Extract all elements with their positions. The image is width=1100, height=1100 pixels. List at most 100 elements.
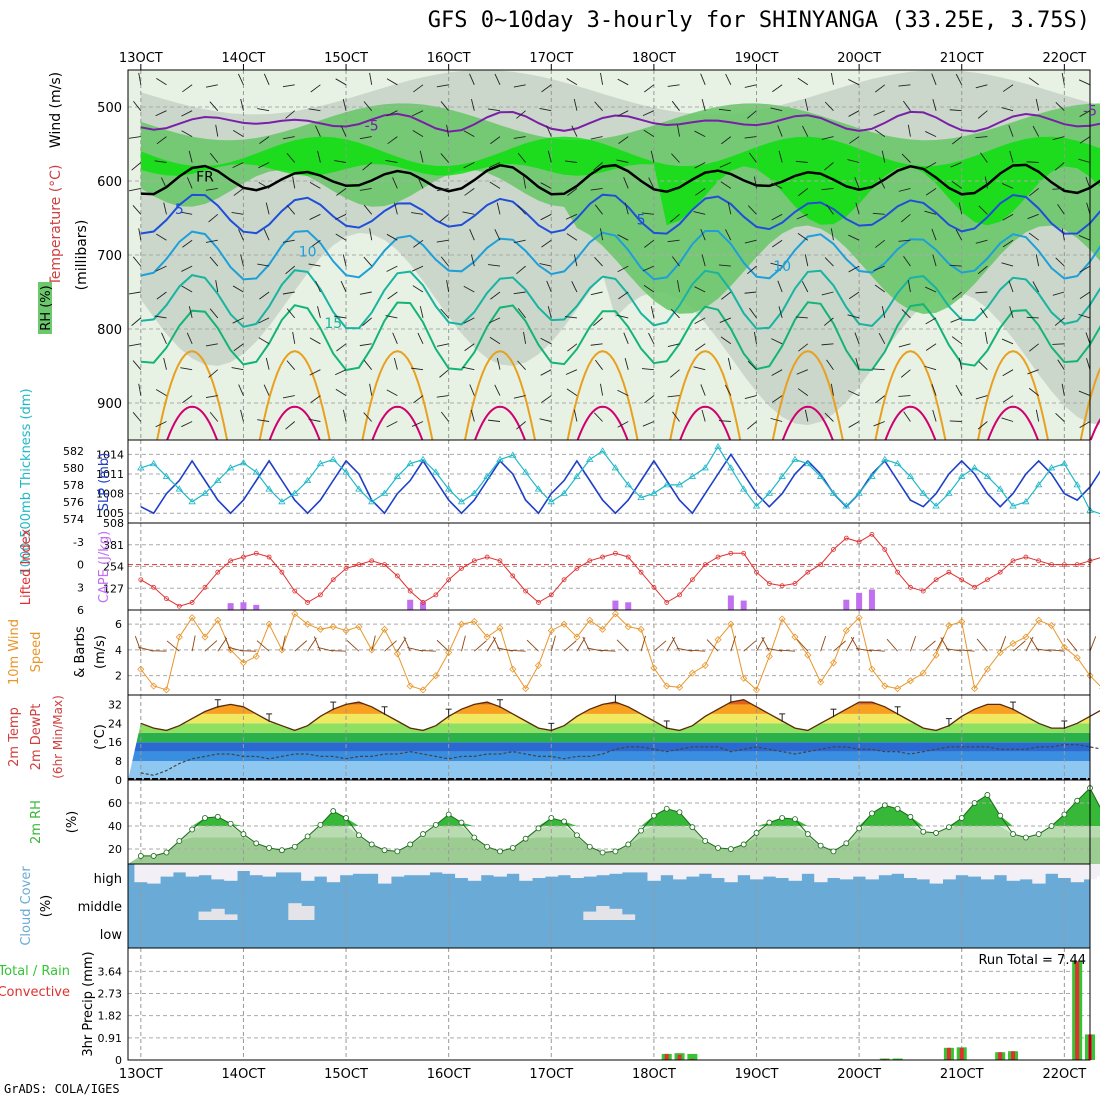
wind-barb [394, 202, 398, 215]
precip-convective-bar [959, 1047, 964, 1060]
cloud-clear-cell [1006, 864, 1020, 881]
cloud-clear-cell [185, 864, 200, 877]
thickness-marker [996, 485, 1004, 492]
isotherm-warm-loop [781, 405, 834, 441]
li-marker [459, 565, 464, 571]
wind-barb [594, 101, 603, 111]
rh2m-marker [753, 830, 760, 836]
wind-barb [932, 409, 937, 422]
data-layer [128, 72, 1100, 1060]
wind-barb [286, 360, 296, 370]
wind-barb [824, 257, 834, 267]
cloud-label: Cloud Cover [19, 866, 34, 946]
wind-barb [667, 239, 680, 243]
li-marker [1074, 562, 1080, 568]
thickness-marker [265, 485, 273, 492]
wind10-barb [281, 635, 286, 652]
wind10-barb [833, 640, 846, 652]
rh2m-marker [1035, 831, 1042, 837]
wind-barb [292, 331, 296, 344]
wind-barb [600, 383, 604, 396]
wind-barb [1001, 262, 1014, 267]
wind-barb [1061, 72, 1065, 85]
wind-barb [1001, 338, 1014, 345]
thickness-marker [1047, 464, 1056, 471]
cape-bar [407, 599, 414, 610]
wind-barb [463, 162, 475, 169]
li-marker [138, 577, 144, 583]
wind-barb [826, 204, 834, 215]
li-marker [972, 584, 977, 590]
wind-barb [359, 343, 372, 347]
wind-barb [804, 409, 809, 422]
thickness-marker [714, 442, 722, 450]
grid-layer [128, 70, 1090, 1061]
precip-convective-bar [946, 1047, 951, 1060]
li-marker [908, 584, 913, 590]
rh2m-label: 2m RH [29, 800, 44, 844]
rh2m-marker [779, 815, 786, 821]
wind-barb [821, 291, 834, 296]
li-marker [446, 577, 452, 583]
cape-bar [612, 600, 619, 610]
wind-barb [258, 337, 270, 345]
wind-barb [513, 291, 526, 295]
wind-barb [795, 160, 808, 163]
wind-barb [848, 291, 860, 300]
wind-barb [155, 110, 167, 117]
rh2m-marker [266, 844, 272, 851]
wind-marker [162, 686, 171, 694]
wind-barb [617, 234, 629, 241]
wind-marker [714, 636, 722, 644]
rh2m-marker [202, 815, 208, 821]
wind-barb [387, 136, 398, 145]
li-marker [805, 569, 811, 575]
wind-barb [1054, 317, 1065, 326]
wind-barb [744, 84, 757, 88]
wind-barb [624, 357, 629, 370]
wind-barb [642, 265, 655, 272]
wind10-barb [910, 635, 917, 652]
text-layer: 13OCT 13OCT 14OCT 14OCT 15OCT 15OCT 16OCT 16OCT… [0, 51, 1097, 1082]
temp-tick-label: 16 [108, 736, 122, 749]
wind-barb [292, 176, 296, 189]
thickness-marker [919, 489, 927, 496]
wind-barb [1032, 125, 1040, 137]
wind-barb [898, 239, 911, 242]
wind10-barb [550, 635, 556, 652]
cloud-clear-cell [506, 864, 520, 874]
rh2m-marker [522, 835, 529, 842]
wind-barb [240, 409, 244, 422]
li-marker [882, 547, 888, 552]
li-marker [651, 584, 657, 590]
wind-barb [516, 265, 526, 275]
wind-marker [1060, 643, 1068, 651]
wind-barb [1079, 265, 1091, 273]
wind-barb [600, 72, 604, 85]
wind-barb [387, 291, 398, 300]
rh2m-marker [355, 832, 362, 839]
wind10-barb [868, 649, 885, 652]
wind-barb [744, 239, 757, 244]
wind-barb [1035, 254, 1040, 267]
li-marker [548, 592, 554, 598]
wind-barb [215, 124, 219, 137]
wind10-barb [820, 635, 827, 652]
wind-marker [881, 682, 889, 690]
contour-label: 10 [299, 244, 317, 260]
wind-barb [1078, 158, 1091, 163]
wind-barb [363, 204, 373, 215]
wind-barb [720, 336, 732, 345]
wind-barb [931, 384, 937, 396]
li-marker [677, 592, 682, 598]
cloud-clear-cell [570, 864, 584, 878]
slp-left-label: 1000-500mb Thickness (dm) [19, 388, 34, 575]
wind-barb [386, 421, 398, 428]
wind-barb [644, 239, 655, 248]
li-marker [343, 565, 349, 571]
wind-marker [214, 616, 222, 624]
temp-band [128, 704, 1090, 714]
wind-barb [747, 110, 757, 119]
wind-barb [309, 181, 321, 189]
wind-barb [310, 84, 321, 93]
